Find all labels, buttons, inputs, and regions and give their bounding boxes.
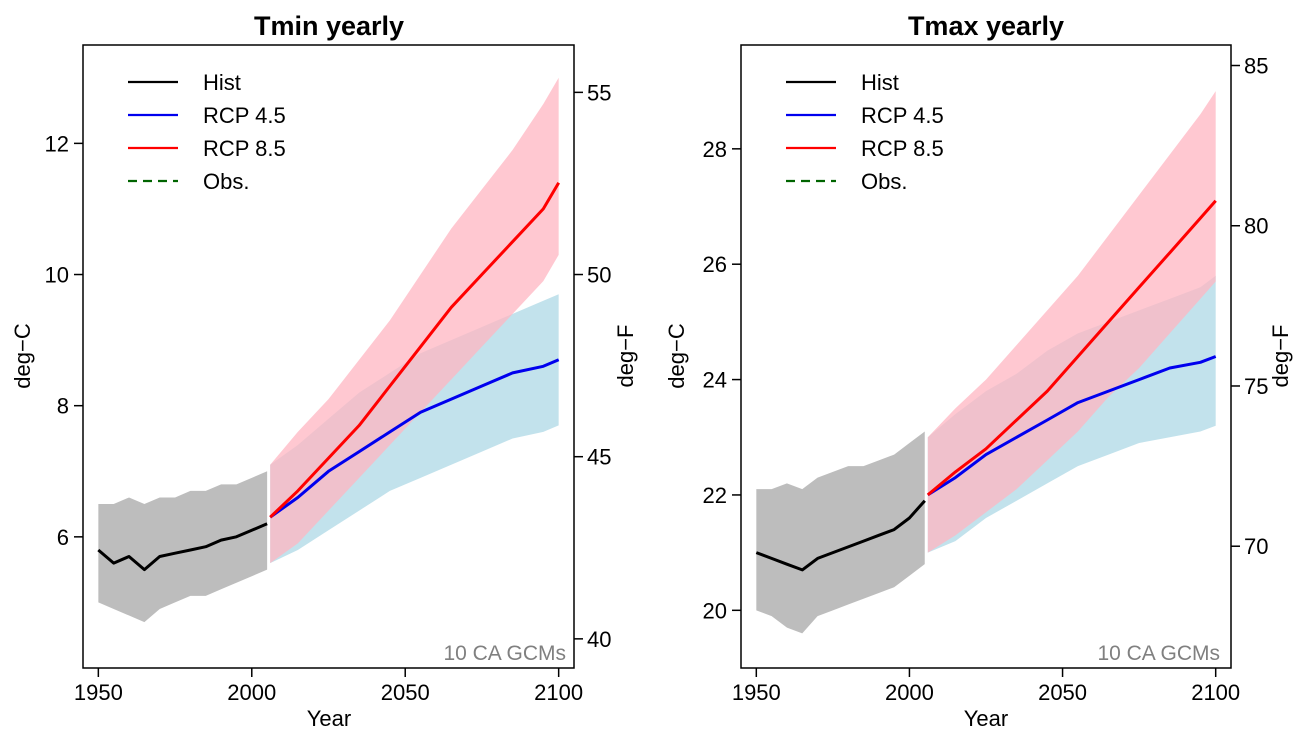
y-tick-label-left: 20 [703, 598, 727, 623]
y-tick-label-left: 8 [57, 394, 69, 419]
x-tick-label: 2100 [1191, 680, 1240, 705]
chart-title: Tmax yearly [908, 11, 1064, 41]
band-rcp45 [270, 294, 559, 564]
y-axis-label-right: deg−F [1268, 325, 1293, 388]
line-rcp45 [269, 358, 560, 519]
x-axis-label: Year [964, 706, 1008, 731]
y-tick-label-right: 50 [587, 263, 611, 288]
y-tick-label-left: 28 [703, 137, 727, 162]
y-tick-label-right: 70 [1244, 534, 1268, 559]
line-rcp85 [926, 199, 1217, 497]
legend: Hist RCP 4.5 RCP 8.5 Obs. [786, 70, 944, 194]
chart-title: Tmin yearly [254, 11, 404, 41]
y-tick-label-right: 40 [587, 627, 611, 652]
x-tick-label: 2050 [1038, 680, 1087, 705]
x-tick-label: 2000 [885, 680, 934, 705]
band-hist [98, 471, 268, 623]
y-tick-label-left: 12 [45, 131, 69, 156]
y-tick-label-left: 26 [703, 252, 727, 277]
plot-frame [740, 44, 1232, 669]
tmin-chart-panel: 1950 2000 2050 2100 6 8 10 12 40 45 50 55 Hist RCP 4.… [10, 11, 638, 731]
x-tick-label: 2000 [227, 680, 276, 705]
legend-label-hist: Hist [861, 70, 899, 95]
line-rcp45 [927, 355, 1217, 497]
legend-label-rcp45: RCP 4.5 [861, 103, 944, 128]
x-tick-label: 1950 [74, 680, 123, 705]
plot-frame [82, 44, 575, 669]
ensemble-annotation: 10 CA GCMs [1097, 642, 1220, 665]
band-rcp85 [927, 91, 1216, 553]
tmin-chart-svg: 1950 2000 2050 2100 6 8 10 12 40 45 50 55 Hist RCP 4.… [10, 11, 638, 731]
y-tick-label-left: 10 [45, 263, 69, 288]
legend-label-rcp45: RCP 4.5 [203, 103, 286, 128]
legend-label-rcp85: RCP 8.5 [861, 136, 944, 161]
legend-label-rcp85: RCP 8.5 [203, 136, 286, 161]
y-tick-label-right: 85 [1244, 54, 1268, 79]
y-axis-label-left: deg−C [664, 323, 689, 389]
y-tick-label-right: 75 [1244, 374, 1268, 399]
x-tick-label: 1950 [732, 680, 781, 705]
x-tick-label: 2050 [381, 680, 430, 705]
y-tick-label-left: 6 [57, 525, 69, 550]
y-tick-label-right: 55 [587, 80, 611, 105]
y-axis-label-left: deg−C [10, 323, 35, 389]
plot-area [755, 91, 1217, 634]
ensemble-annotation: 10 CA GCMs [443, 642, 566, 665]
y-tick-label-left: 24 [703, 368, 727, 393]
tmax-chart-panel: 1950 2000 2050 2100 20 22 24 26 28 70 75 80 85 Hist RC… [651, 0, 1302, 731]
y-axis-label-right: deg−F [613, 325, 638, 388]
line-hist [97, 522, 268, 572]
tmax-chart-svg: 1950 2000 2050 2100 20 22 24 26 28 70 75 80 85 Hist RC… [664, 11, 1293, 731]
legend: Hist RCP 4.5 RCP 8.5 Obs. [128, 70, 286, 194]
x-axis-label: Year [307, 706, 351, 731]
legend-label-obs: Obs. [861, 169, 907, 194]
legend-label-obs: Obs. [203, 169, 249, 194]
y-tick-label-right: 45 [587, 445, 611, 470]
line-hist [755, 499, 926, 572]
y-tick-label-left: 22 [703, 483, 727, 508]
legend-label-hist: Hist [203, 70, 241, 95]
y-tick-label-right: 80 [1244, 214, 1268, 239]
band-hist [756, 431, 925, 634]
line-rcp85 [269, 181, 560, 519]
plot-area [97, 77, 560, 623]
x-tick-label: 2100 [534, 680, 583, 705]
